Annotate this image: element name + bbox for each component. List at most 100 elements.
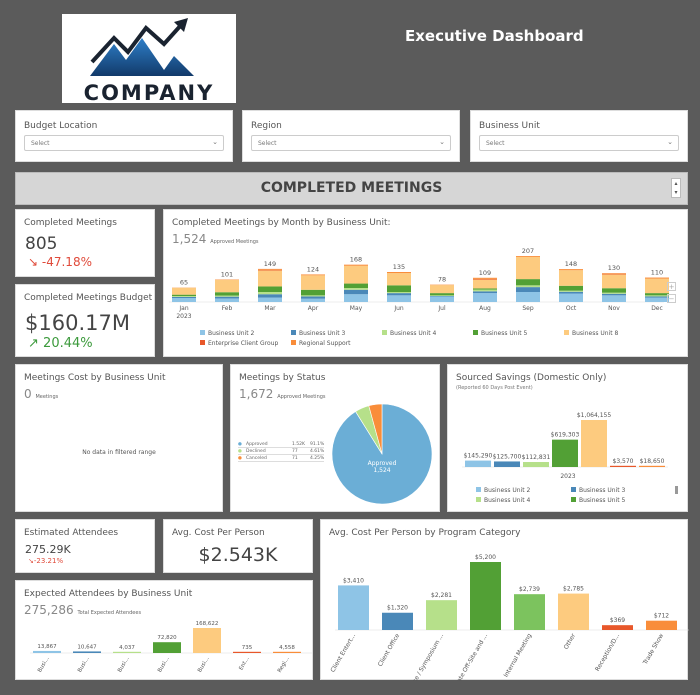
- bar: [523, 462, 549, 467]
- data-label: 13,867: [37, 644, 57, 650]
- x-tick-label: Regi...: [277, 656, 291, 674]
- bar: [426, 600, 457, 630]
- bar-segment: [602, 292, 626, 294]
- bar-segment: [258, 297, 282, 302]
- x-tick-label: Jul: [437, 305, 446, 312]
- legend-row[interactable]: ● Approved 1.52K 91.1%: [238, 441, 325, 448]
- data-label: 78: [438, 276, 446, 284]
- data-label: 10,647: [77, 644, 97, 650]
- chevron-down-icon: ⌄: [667, 138, 673, 146]
- kpi-change-down: ↘-23.21%: [28, 557, 64, 565]
- bar-segment: [473, 278, 497, 280]
- bar-segment: [172, 298, 196, 302]
- bar: [338, 585, 369, 630]
- legend-item: Regional Support: [299, 340, 351, 347]
- savings-bar-chart: $145,290 $125,700 $112,831 $619,303 $1,064,1…: [462, 412, 668, 504]
- company-logo: COMPANY: [62, 14, 236, 105]
- legend-item: Business Unit 5: [481, 330, 527, 337]
- x-tick-label: Client Office: [377, 632, 402, 668]
- data-label: 72,820: [157, 635, 177, 641]
- bar-segment: [473, 277, 497, 279]
- bar-segment: [473, 279, 497, 289]
- business-unit-select[interactable]: Select ⌄: [479, 135, 679, 151]
- bar-segment: [430, 285, 454, 294]
- legend-swatch: [200, 330, 205, 335]
- x-year-label: 2023: [176, 313, 191, 320]
- bar-segment: [344, 289, 368, 295]
- bar-segment: [602, 295, 626, 302]
- program-category-panel: Avg. Cost Per Person by Program Category…: [320, 519, 689, 681]
- bar: [581, 420, 607, 467]
- zoom-out-button[interactable]: −: [667, 294, 676, 303]
- bar: [470, 562, 501, 630]
- zoom-in-button[interactable]: +: [667, 282, 676, 291]
- bar: [494, 461, 520, 467]
- banner-scroll-stepper[interactable]: ▴ ▾: [671, 178, 681, 198]
- savings-panel: Sourced Savings (Domestic Only) (Reporte…: [447, 364, 688, 512]
- bar-segment: [516, 292, 540, 302]
- x-tick-label: Nov: [608, 305, 620, 312]
- legend-scrollbar[interactable]: [675, 486, 678, 494]
- bar-segment: [473, 293, 497, 302]
- legend-swatch: [571, 497, 576, 502]
- legend-swatch: [473, 330, 478, 335]
- kpi-budget: Completed Meetings Budget $160.17M ↗ 20.…: [15, 284, 155, 357]
- budget-location-select[interactable]: Select ⌄: [24, 135, 224, 151]
- bar: [193, 628, 221, 653]
- expected-attendees-bar-chart: 13,867 Busi... 10,647 Busi... 4,037 Busi... 72…: [30, 621, 313, 674]
- bar-segment: [559, 291, 583, 294]
- legend-row[interactable]: ● Canceled 71 4.25%: [238, 455, 325, 462]
- data-label: 4,037: [119, 645, 135, 651]
- region-select[interactable]: Select ⌄: [251, 135, 451, 151]
- x-tick-label: Busi...: [37, 656, 51, 674]
- legend-swatch: [291, 340, 296, 345]
- bar-segment: [172, 287, 196, 295]
- bar: [602, 625, 633, 630]
- bar: [646, 620, 677, 630]
- kpi-change-up: ↗ 20.44%: [28, 336, 93, 351]
- x-tick-label: Trade Show: [641, 632, 665, 666]
- bar-segment: [602, 273, 626, 274]
- bar-segment: [430, 293, 454, 296]
- filter-region: Region Select ⌄: [242, 110, 460, 162]
- data-label: 65: [180, 279, 188, 287]
- legend-row[interactable]: ● Declined 77 4.61%: [238, 448, 325, 455]
- bar: [33, 650, 61, 653]
- data-label: 149: [264, 260, 276, 268]
- bar-segment: [215, 295, 239, 297]
- x-tick-label: Apr: [308, 305, 319, 312]
- data-label: $125,700: [493, 453, 522, 460]
- bar-segment: [215, 280, 239, 293]
- bar: [382, 612, 413, 630]
- bar-segment: [344, 283, 368, 288]
- legend-item: Business Unit 5: [579, 497, 625, 504]
- bar-segment: [645, 293, 669, 296]
- bar: [552, 439, 578, 467]
- bar-segment: [602, 274, 626, 289]
- x-tick-label: 2023: [560, 473, 575, 480]
- data-label: $2,739: [519, 586, 540, 593]
- bar-segment: [516, 256, 540, 257]
- cost-by-bu-panel: Meetings Cost by Business Unit 0 Meeting…: [15, 364, 223, 512]
- x-tick-label: Oct: [566, 305, 577, 312]
- x-tick-label: Busi...: [197, 656, 211, 674]
- legend-swatch: [476, 487, 481, 492]
- bar-segment: [430, 296, 454, 302]
- bar-segment: [559, 270, 583, 286]
- logo-mountains-icon: COMPANY: [84, 18, 212, 105]
- data-label: $2,281: [431, 592, 452, 599]
- program-category-bar-chart: $3,410 Client Entert... $1,320 Client Offic…: [329, 554, 689, 681]
- x-tick-label: Reception/D...: [594, 632, 621, 672]
- legend-swatch: [564, 330, 569, 335]
- legend-dot: ●: [238, 455, 242, 461]
- data-label: 207: [522, 247, 534, 255]
- legend-item: Business Unit 3: [579, 487, 625, 494]
- chevron-down-icon: ⌄: [212, 138, 218, 146]
- bar-segment: [473, 288, 497, 290]
- bar-segment: [258, 268, 282, 270]
- legend-item: Business Unit 2: [484, 487, 530, 494]
- data-label: 109: [479, 269, 491, 277]
- bar: [113, 651, 141, 653]
- pie-slice-canceled: [368, 403, 383, 455]
- bar-segment: [172, 296, 196, 298]
